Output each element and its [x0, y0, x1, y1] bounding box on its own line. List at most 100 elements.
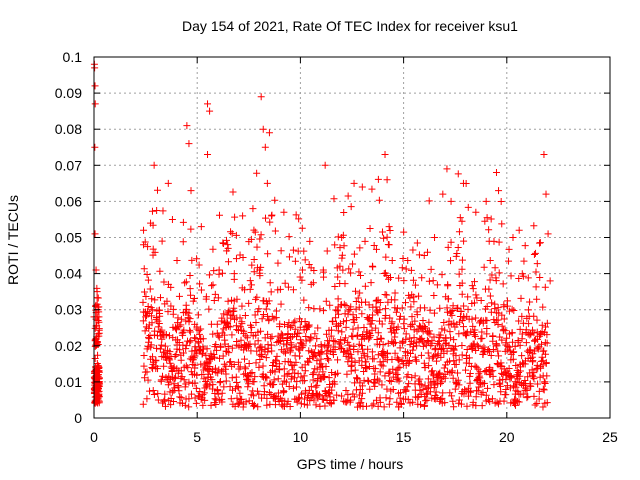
data-point — [311, 330, 319, 338]
data-point — [268, 347, 276, 355]
data-point — [459, 323, 467, 331]
data-point — [372, 396, 380, 404]
data-point — [261, 143, 269, 151]
data-point — [462, 330, 470, 338]
data-point — [300, 296, 308, 304]
data-point — [364, 376, 372, 384]
data-point — [437, 353, 445, 361]
data-point — [282, 378, 290, 386]
data-point — [462, 366, 470, 374]
data-point — [505, 343, 513, 351]
data-point — [425, 318, 433, 326]
data-point — [498, 369, 506, 377]
data-point — [222, 377, 230, 385]
data-point — [227, 358, 235, 366]
data-point — [443, 308, 451, 316]
data-point — [378, 228, 386, 236]
data-point — [368, 185, 376, 193]
data-point — [214, 369, 222, 377]
data-point — [486, 256, 494, 264]
data-point — [251, 228, 259, 236]
data-point — [177, 321, 185, 329]
x-tick-label: 10 — [293, 429, 309, 445]
x-tick-label: 25 — [602, 429, 618, 445]
data-point — [206, 107, 214, 115]
data-point — [144, 303, 152, 311]
data-point — [334, 356, 342, 364]
data-point — [364, 345, 372, 353]
data-point — [260, 310, 268, 318]
data-point — [426, 306, 434, 314]
data-point — [498, 322, 506, 330]
data-point — [284, 283, 292, 291]
data-point — [524, 393, 532, 401]
data-point — [262, 373, 270, 381]
data-point — [466, 379, 474, 387]
data-point — [487, 308, 495, 316]
data-point — [410, 334, 418, 342]
data-point — [229, 308, 237, 316]
data-point — [490, 381, 498, 389]
data-point — [531, 249, 539, 257]
data-point — [280, 321, 288, 329]
data-point — [282, 340, 290, 348]
data-point — [236, 389, 244, 397]
data-point — [265, 297, 273, 305]
data-point — [318, 348, 326, 356]
data-point — [363, 402, 371, 410]
data-point — [385, 241, 393, 249]
data-point — [284, 330, 292, 338]
data-point — [305, 321, 313, 329]
data-point — [524, 306, 532, 314]
data-point — [193, 255, 201, 263]
data-point — [317, 348, 325, 356]
data-point — [279, 331, 287, 339]
data-point — [365, 377, 373, 385]
data-point — [171, 352, 179, 360]
data-point — [292, 383, 300, 391]
data-point — [157, 377, 165, 385]
data-point — [543, 372, 551, 380]
data-point — [466, 372, 474, 380]
data-point — [256, 235, 264, 243]
data-point — [223, 318, 231, 326]
data-point — [152, 313, 160, 321]
data-point — [195, 261, 203, 269]
data-point — [295, 345, 303, 353]
data-point — [492, 277, 500, 285]
data-point — [176, 393, 184, 401]
data-point — [365, 362, 373, 370]
data-point — [427, 265, 435, 273]
data-point — [268, 333, 276, 341]
data-point — [517, 294, 525, 302]
data-point — [322, 362, 330, 370]
data-point — [213, 320, 221, 328]
data-point — [535, 395, 543, 403]
data-point — [222, 370, 230, 378]
data-point — [455, 381, 463, 389]
data-point — [247, 235, 255, 243]
data-point — [444, 243, 452, 251]
data-point — [458, 341, 466, 349]
data-point — [374, 402, 382, 410]
data-point — [368, 402, 376, 410]
data-point — [474, 343, 482, 351]
data-point — [391, 296, 399, 304]
data-point — [533, 344, 541, 352]
data-point — [362, 298, 370, 306]
data-point — [345, 341, 353, 349]
data-point — [405, 357, 413, 365]
data-point — [346, 305, 354, 313]
data-point — [486, 292, 494, 300]
data-point — [227, 228, 235, 236]
data-point — [233, 394, 241, 402]
data-point — [250, 392, 258, 400]
data-point — [301, 256, 309, 264]
data-point — [417, 351, 425, 359]
data-point — [533, 260, 541, 268]
data-point — [313, 335, 321, 343]
data-point — [358, 389, 366, 397]
data-point — [376, 394, 384, 402]
data-point — [358, 395, 366, 403]
data-point — [181, 383, 189, 391]
